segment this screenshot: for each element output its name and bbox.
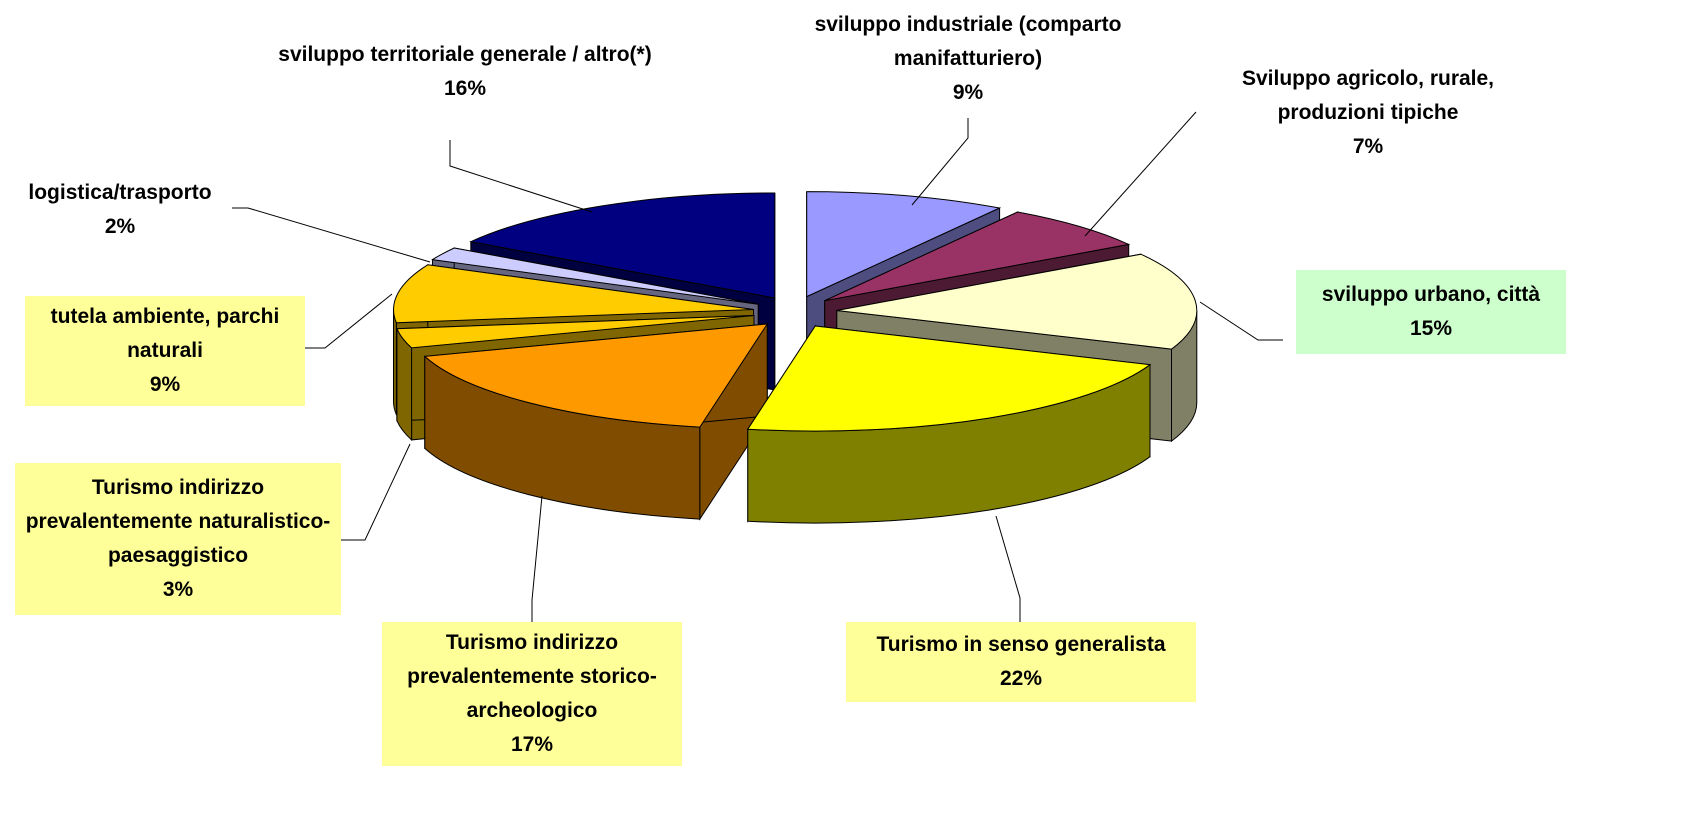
slice-outer-side: [393, 309, 397, 415]
slice: [806, 191, 1002, 298]
data-label: logistica/trasporto 2%: [5, 176, 235, 244]
category-label: Turismo indirizzo prevalentemente natura…: [25, 476, 331, 567]
leader-line: [1084, 111, 1197, 237]
percent-label: 9%: [149, 373, 181, 396]
category-label: tutela ambiente, parchi naturali: [50, 305, 280, 362]
percent-label: 3%: [162, 578, 194, 601]
leader-line: [531, 495, 543, 622]
percent-label: 15%: [1409, 317, 1453, 340]
slice: [396, 314, 755, 349]
category-label: logistica/trasporto: [28, 181, 212, 204]
leader-line: [911, 118, 969, 206]
data-label: sviluppo industriale (comparto manifattu…: [808, 8, 1128, 110]
percent-label: 17%: [510, 733, 554, 756]
percent-label: 16%: [443, 77, 487, 100]
percent-label: 22%: [999, 667, 1043, 690]
category-label: sviluppo urbano, città: [1321, 283, 1541, 306]
data-label: sviluppo urbano, città 15%: [1296, 270, 1566, 354]
category-label: sviluppo territoriale generale / altro(*…: [278, 43, 652, 66]
data-label: sviluppo territoriale generale / altro(*…: [265, 38, 665, 106]
data-label: tutela ambiente, parchi naturali 9%: [25, 296, 305, 406]
category-label: Sviluppo agricolo, rurale, produzioni ti…: [1241, 67, 1495, 124]
slice: [431, 247, 759, 305]
leader-line: [232, 207, 431, 263]
percent-label: 2%: [104, 215, 136, 238]
slice: [746, 325, 1152, 432]
category-label: Turismo in senso generalista: [876, 633, 1166, 656]
slice: [423, 323, 769, 428]
data-label: Turismo in senso generalista 22%: [846, 622, 1196, 702]
data-label: Sviluppo agricolo, rurale, produzioni ti…: [1208, 62, 1528, 164]
percent-label: 7%: [1352, 135, 1384, 158]
percent-label: 9%: [952, 81, 984, 104]
leader-line: [449, 140, 593, 213]
slice: [469, 192, 776, 299]
slice: [393, 264, 754, 324]
leader-line: [305, 293, 393, 349]
leader-line: [341, 443, 411, 541]
data-label: Turismo indirizzo prevalentemente natura…: [15, 463, 341, 615]
data-label: Turismo indirizzo prevalentemente storic…: [382, 622, 682, 766]
leader-line: [995, 515, 1021, 622]
slice: [824, 211, 1131, 302]
category-label: sviluppo industriale (comparto manifattu…: [814, 13, 1122, 70]
leader-line: [1199, 301, 1283, 341]
category-label: Turismo indirizzo prevalentemente storic…: [407, 631, 657, 722]
slice: [836, 253, 1198, 350]
